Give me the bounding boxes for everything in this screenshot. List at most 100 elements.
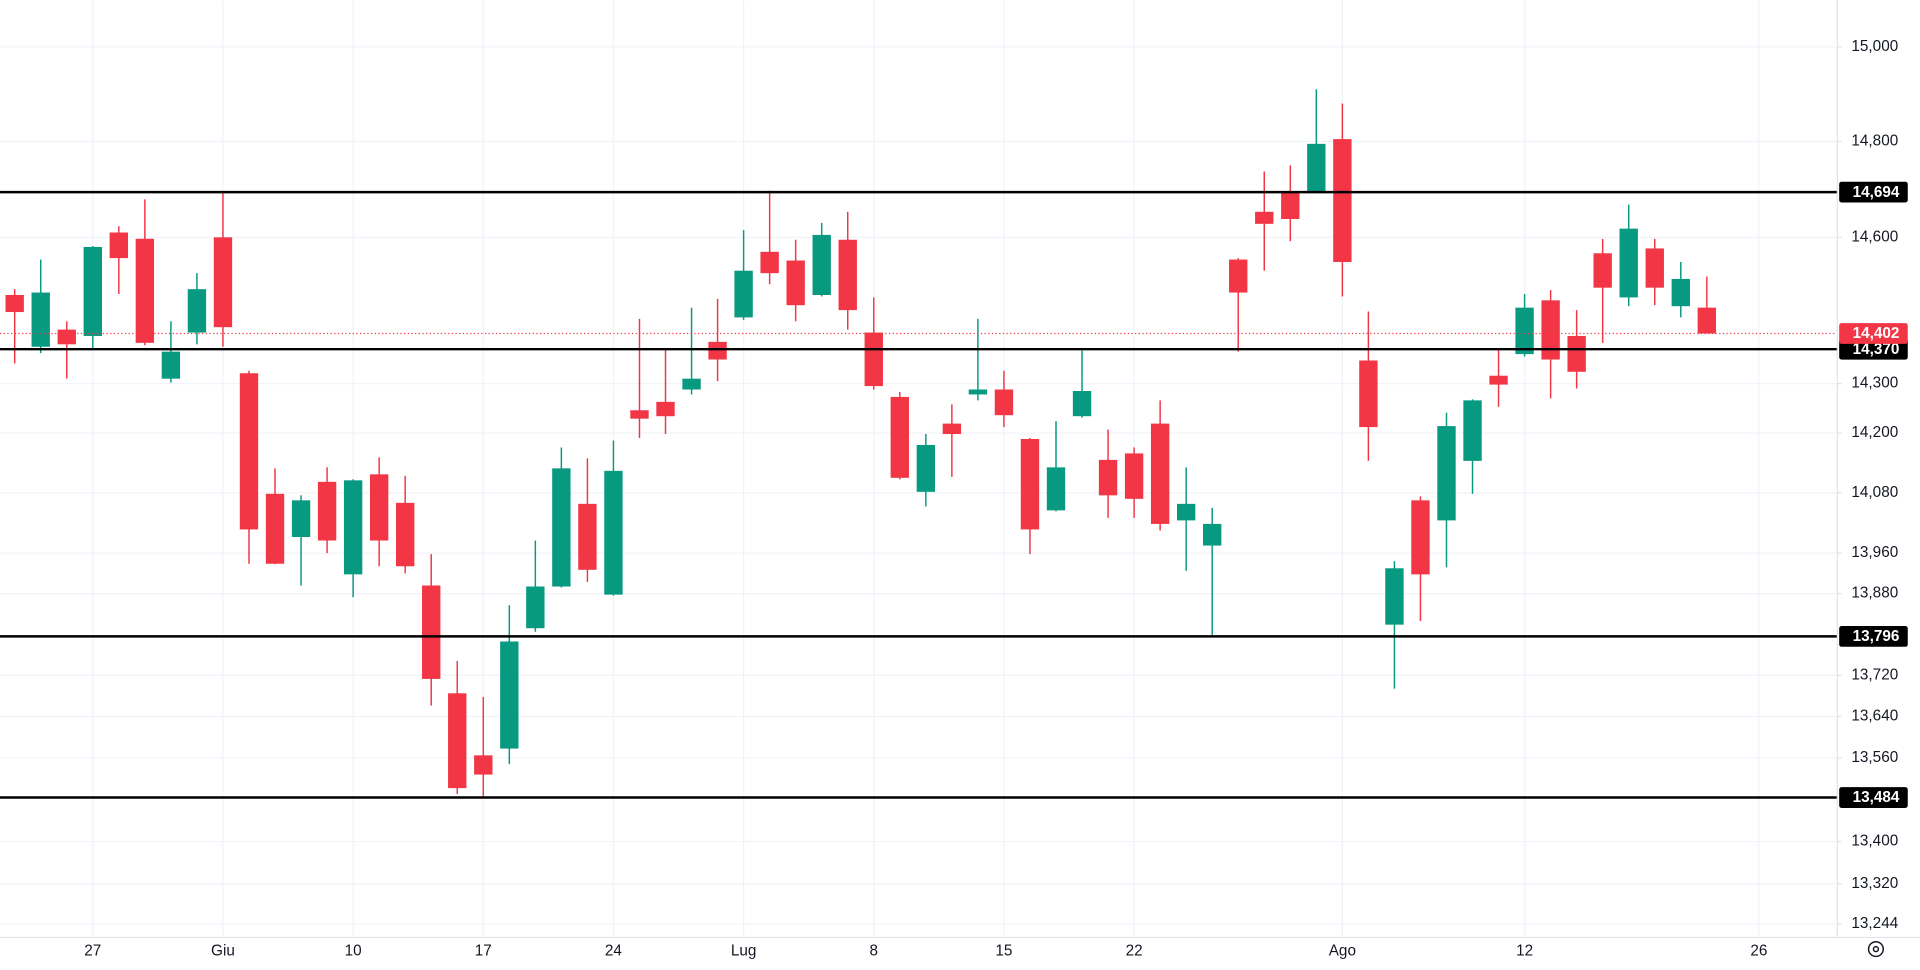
candle-body [1385,568,1404,625]
x-tick-label: 17 [475,943,492,960]
candle-body [838,239,857,311]
candle-body [1020,438,1040,530]
y-tick-label: 13,320 [1851,875,1898,892]
candle-body [942,423,962,435]
candle-body [1489,375,1508,385]
y-tick-label: 14,200 [1851,424,1898,441]
settings-icon[interactable] [1867,941,1884,958]
candle-body [474,755,493,775]
y-tick-label: 13,720 [1851,666,1898,683]
candle-body [1098,459,1118,496]
level-label-box [1839,338,1908,360]
candle-body [1671,278,1690,307]
last-price-box [1839,323,1908,344]
y-tick-label: 13,960 [1851,544,1898,561]
settings-ring[interactable] [1867,941,1884,958]
candle-body [1229,259,1248,293]
x-tick-label: 10 [345,943,362,960]
candle-body [239,373,259,530]
candle-body [1697,307,1716,334]
candle-body [31,292,50,347]
y-tick-label: 13,880 [1851,585,1898,602]
candle-body [1359,360,1378,428]
y-tick-label: 14,300 [1851,375,1898,392]
candle-body [5,294,24,313]
candle-body [864,332,883,387]
level-label: 13,796 [1853,628,1900,645]
x-tick-label: Ago [1329,943,1356,960]
x-tick-label: 26 [1750,943,1767,960]
candle-body [708,341,727,360]
candle-body [422,585,441,679]
level-label: 14,694 [1853,184,1900,201]
candle-body [578,503,597,570]
candle-body [1593,253,1612,288]
candle-body [57,329,76,345]
candle-body [1541,300,1560,360]
candle-body [734,270,753,318]
candle-body [213,237,233,328]
candle-body [1515,307,1534,355]
x-tick-label: 22 [1126,943,1143,960]
candle-body [343,480,363,575]
candle-body [291,500,311,537]
candle-body [682,378,701,390]
candle-body [187,289,207,333]
candle-body [604,470,623,595]
candle-body [1307,143,1326,193]
candle-body [890,396,909,478]
level-label-box [1839,787,1908,808]
candle-body [317,481,337,541]
candle-body [526,586,545,629]
level-label-box [1839,181,1908,203]
candle-body [1333,139,1352,262]
candle-body [1463,400,1482,461]
y-tick-label: 15,000 [1851,38,1898,55]
y-tick-label: 14,080 [1851,484,1898,501]
settings-core[interactable] [1872,945,1880,953]
x-tick-label: Giu [211,943,235,960]
x-tick-label: 24 [605,943,623,960]
y-tick-label: 13,244 [1851,915,1898,932]
candle-body [1203,523,1222,546]
y-tick-label: 14,800 [1851,133,1898,150]
y-tick-label: 13,640 [1851,708,1898,725]
candle-body [1567,335,1586,372]
candle-body [1619,228,1638,298]
candle-body [83,246,102,336]
candles [5,89,1716,799]
level-label: 13,484 [1853,789,1900,806]
candle-body [109,232,129,259]
y-tick-label: 13,560 [1851,749,1898,766]
candle-body [448,693,467,789]
candle-body [1150,423,1170,524]
candle-body [1176,503,1196,521]
candle-body [1072,390,1092,417]
candle-body [1437,426,1456,521]
candle-body [552,468,571,587]
last-price-label: 14,402 [1853,325,1900,342]
candle-body [1645,248,1664,288]
candle-body [396,502,415,567]
candle-body [1124,453,1144,499]
candle-body [656,401,675,417]
candle-body [968,389,988,395]
level-label: 14,370 [1853,341,1900,358]
candle-body [265,493,285,564]
candle-body [1281,192,1300,220]
candle-body [994,389,1014,416]
y-tick-label: 14,600 [1851,228,1898,245]
candle-body [760,251,779,274]
candle-body [1046,467,1066,511]
candle-body [500,641,519,749]
level-label-box [1839,625,1908,647]
candle-body [1411,500,1430,575]
candle-body [916,444,936,492]
x-tick-label: 27 [84,943,101,960]
candle-body [135,238,155,343]
candle-body [161,351,181,379]
candle-body [1255,211,1274,224]
x-tick-label: 8 [870,943,879,960]
